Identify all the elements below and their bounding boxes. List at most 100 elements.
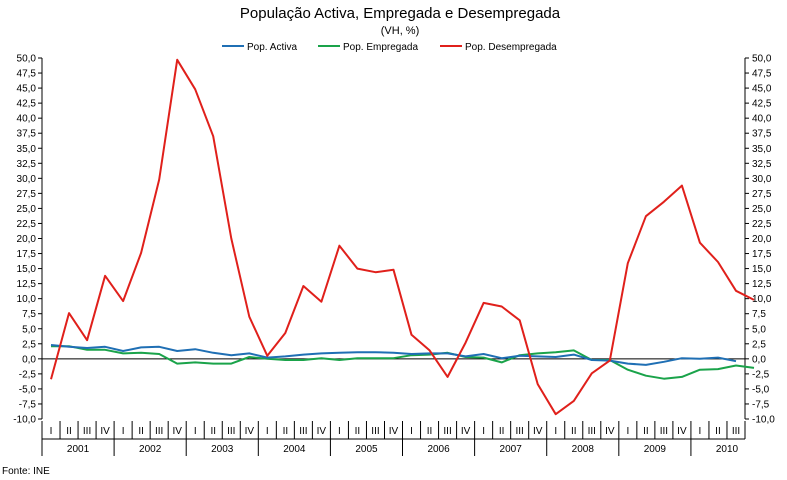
quarter-label: IV: [100, 426, 110, 437]
series-layer: [50, 58, 755, 416]
quarter-label: III: [155, 426, 163, 437]
quarter-label: I: [50, 426, 53, 437]
year-label: 2010: [716, 444, 739, 455]
y-tick-label-left: 12,5: [17, 279, 37, 290]
quarter-label: II: [283, 426, 289, 437]
y-tick-label-left: 7,5: [22, 309, 36, 320]
quarter-label: I: [194, 426, 197, 437]
year-label: 2004: [283, 444, 306, 455]
year-label: 2002: [139, 444, 162, 455]
y-tick-label-right: 40,0: [752, 114, 772, 125]
year-label: 2003: [211, 444, 234, 455]
quarter-label: IV: [533, 426, 543, 437]
quarter-label: III: [83, 426, 91, 437]
quarter-label: I: [554, 426, 557, 437]
year-label: 2006: [427, 444, 450, 455]
y-tick-label-right: 15,0: [752, 264, 772, 275]
axes: 50,0 50,0 47,5 47,5 45,0 45,0 42,5 42,5 40,0 40,0…: [13, 54, 775, 456]
y-tick-label-left: -5,0: [19, 384, 37, 395]
y-tick-label-left: 22,5: [17, 219, 37, 230]
quarter-label: I: [338, 426, 341, 437]
quarter-label: III: [299, 426, 307, 437]
y-tick-label-right: 50,0: [752, 54, 772, 65]
y-tick-label-right: 30,0: [752, 174, 772, 185]
y-tick-label-right: -7,5: [752, 399, 770, 410]
y-tick-label-left: 47,5: [17, 69, 37, 80]
y-tick-label-right: 45,0: [752, 84, 772, 95]
legend-label: Pop. Activa: [247, 42, 297, 53]
y-tick-label-left: 30,0: [17, 174, 37, 185]
y-tick-label-left: 42,5: [17, 99, 37, 110]
quarter-label: III: [732, 426, 740, 437]
year-label: 2009: [644, 444, 667, 455]
y-tick-label-left: 5,0: [22, 324, 36, 335]
legend: Pop. Activa Pop. Empregada Pop. Desemprega…: [222, 42, 557, 53]
chart-subtitle: (VH, %): [381, 25, 420, 37]
y-tick-label-right: 32,5: [752, 159, 772, 170]
y-tick-label-right: 47,5: [752, 69, 772, 80]
y-tick-label-right: 12,5: [752, 279, 772, 290]
quarter-label: III: [660, 426, 668, 437]
chart-title: População Activa, Empregada e Desemprega…: [240, 5, 561, 22]
y-tick-label-right: -5,0: [752, 384, 770, 395]
source-note: Fonte: INE: [2, 466, 50, 477]
y-tick-label-right: 5,0: [752, 324, 766, 335]
y-tick-label-left: 2,5: [22, 339, 36, 350]
y-tick-label-left: 35,0: [17, 144, 37, 155]
quarter-label: II: [355, 426, 361, 437]
quarter-label: IV: [245, 426, 255, 437]
quarter-label: II: [499, 426, 505, 437]
year-label: 2007: [500, 444, 523, 455]
year-label: 2001: [67, 444, 90, 455]
quarter-label: IV: [389, 426, 399, 437]
y-tick-label-right: 2,5: [752, 339, 766, 350]
quarter-label: III: [371, 426, 379, 437]
y-tick-label-left: 45,0: [17, 84, 37, 95]
y-tick-label-right: 10,0: [752, 294, 772, 305]
y-tick-label-left: 10,0: [17, 294, 37, 305]
series-line: [50, 58, 755, 416]
quarter-label: IV: [317, 426, 327, 437]
y-tick-label-right: 42,5: [752, 99, 772, 110]
series-line: [51, 345, 755, 380]
quarter-label: II: [715, 426, 721, 437]
year-label: 2005: [355, 444, 378, 455]
quarter-label: IV: [677, 426, 687, 437]
quarter-label: III: [588, 426, 596, 437]
y-tick-label-right: 7,5: [752, 309, 766, 320]
quarter-label: III: [227, 426, 235, 437]
y-tick-label-right: 20,0: [752, 234, 772, 245]
quarter-label: I: [699, 426, 702, 437]
quarter-label: IV: [461, 426, 471, 437]
y-tick-label-right: 22,5: [752, 219, 772, 230]
quarter-label: I: [266, 426, 269, 437]
y-tick-label-left: 20,0: [17, 234, 37, 245]
y-tick-label-right: 27,5: [752, 189, 772, 200]
y-tick-label-left: -2,5: [19, 369, 37, 380]
quarter-label: II: [571, 426, 577, 437]
y-tick-label-left: 37,5: [17, 129, 37, 140]
quarter-label: II: [210, 426, 216, 437]
y-tick-label-left: 25,0: [17, 204, 37, 215]
y-tick-label-left: 0,0: [22, 354, 36, 365]
y-tick-label-right: -10,0: [752, 415, 775, 426]
quarter-label: I: [122, 426, 125, 437]
y-tick-label-left: 32,5: [17, 159, 37, 170]
quarter-label: IV: [172, 426, 182, 437]
y-tick-label-right: 0,0: [752, 354, 766, 365]
y-tick-label-left: 15,0: [17, 264, 37, 275]
quarter-label: I: [626, 426, 629, 437]
y-tick-label-right: 37,5: [752, 129, 772, 140]
y-tick-label-right: 17,5: [752, 249, 772, 260]
quarter-label: I: [410, 426, 413, 437]
y-tick-label-left: 40,0: [17, 114, 37, 125]
year-label: 2008: [572, 444, 595, 455]
y-tick-label-left: 50,0: [17, 54, 37, 65]
quarter-label: III: [443, 426, 451, 437]
series-line: [50, 344, 737, 366]
quarter-label: II: [427, 426, 433, 437]
y-tick-label-right: 35,0: [752, 144, 772, 155]
y-tick-label-left: 17,5: [17, 249, 37, 260]
